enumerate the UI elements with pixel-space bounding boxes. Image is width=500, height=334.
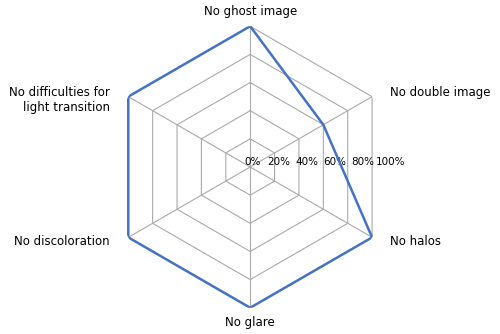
Text: No difficulties for
light transition: No difficulties for light transition [9, 86, 110, 114]
Text: 0%: 0% [245, 157, 261, 167]
Text: 80%: 80% [352, 157, 374, 167]
Text: 60%: 60% [323, 157, 346, 167]
Text: 100%: 100% [376, 157, 406, 167]
Text: No glare: No glare [226, 316, 275, 329]
Text: No ghost image: No ghost image [204, 5, 297, 18]
Text: 40%: 40% [295, 157, 318, 167]
Text: No double image: No double image [390, 86, 491, 99]
Text: No halos: No halos [390, 235, 442, 248]
Text: 20%: 20% [267, 157, 290, 167]
Text: No discoloration: No discoloration [14, 235, 110, 248]
